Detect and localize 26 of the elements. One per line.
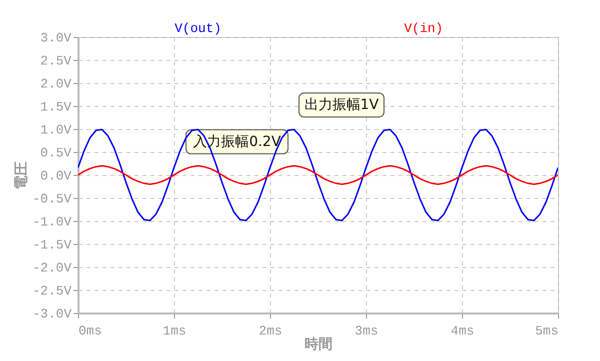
x-tick-label: 0ms bbox=[78, 324, 102, 338]
y-tick-label: -2.0V bbox=[32, 260, 72, 276]
text: V(out) bbox=[174, 21, 222, 36]
y-tick-label: 0.0V bbox=[40, 168, 72, 184]
line-series bbox=[78, 165, 558, 185]
text: V(in) bbox=[404, 21, 444, 36]
x-tick-label: 4ms bbox=[450, 324, 474, 338]
x-tick-label: 3ms bbox=[354, 324, 378, 338]
y-axis-title: 電圧 bbox=[13, 162, 30, 190]
x-tick-label: 1ms bbox=[162, 324, 186, 338]
x-tick-label: 5ms bbox=[535, 324, 558, 338]
y-tick-label: -0.5V bbox=[32, 192, 72, 206]
annotation: 出力振幅1V bbox=[304, 97, 380, 113]
y-tick-label: 3.0V bbox=[40, 30, 72, 46]
y-tick-label: -2.5V bbox=[32, 284, 72, 298]
y-tick-label: 0.5V bbox=[40, 146, 72, 160]
line-series bbox=[78, 128, 558, 222]
y-tick-label: -3.0V bbox=[32, 306, 72, 322]
x-tick-label: 2ms bbox=[258, 324, 282, 338]
y-tick-label: 2.5V bbox=[40, 54, 72, 68]
y-tick-label: -1.0V bbox=[32, 214, 72, 230]
x-axis-title: 時間 bbox=[304, 336, 332, 352]
y-tick-label: 1.0V bbox=[40, 122, 72, 138]
y-tick-label: -1.5V bbox=[32, 238, 72, 252]
y-tick-label: 2.0V bbox=[40, 76, 72, 92]
y-tick-label: 1.5V bbox=[40, 100, 72, 114]
